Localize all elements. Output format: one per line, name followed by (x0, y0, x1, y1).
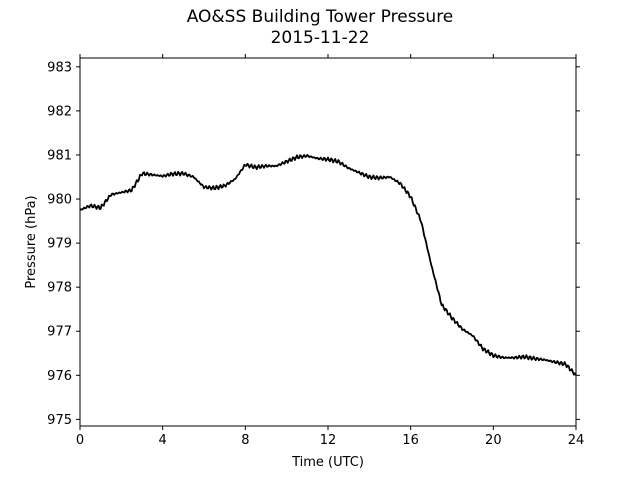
x-tick-label: 20 (485, 433, 502, 448)
y-tick-label: 979 (47, 237, 72, 252)
plot-frame (79, 57, 577, 427)
plot-area: 0 4 8 12 16 20 24 975 976 977 978 979 980 981 982 983 (47, 54, 584, 448)
y-tick-label: 981 (47, 148, 72, 163)
x-tick-label: 24 (568, 433, 585, 448)
x-tick-label: 4 (159, 433, 167, 448)
chart-title: AO&SS Building Tower Pressure (186, 7, 454, 27)
y-tick-label: 983 (47, 60, 72, 75)
y-tick-label: 976 (47, 369, 72, 384)
y-axis-label: Pressure (hPa) (24, 195, 39, 288)
y-tick-label: 975 (47, 413, 72, 428)
x-axis-label: Time (UTC) (291, 455, 364, 470)
series-line-0 (79, 153, 577, 376)
y-tick-label: 978 (47, 281, 72, 296)
y-tick-label: 977 (47, 325, 72, 340)
y-tick-label: 982 (47, 104, 72, 119)
y-tick-label: 980 (47, 193, 72, 208)
x-tick-label: 16 (402, 433, 419, 448)
chart-subtitle: 2015-11-22 (270, 28, 370, 48)
x-tick-label: 12 (320, 433, 337, 448)
x-tick-label: 0 (76, 433, 84, 448)
x-tick-label: 8 (241, 433, 249, 448)
